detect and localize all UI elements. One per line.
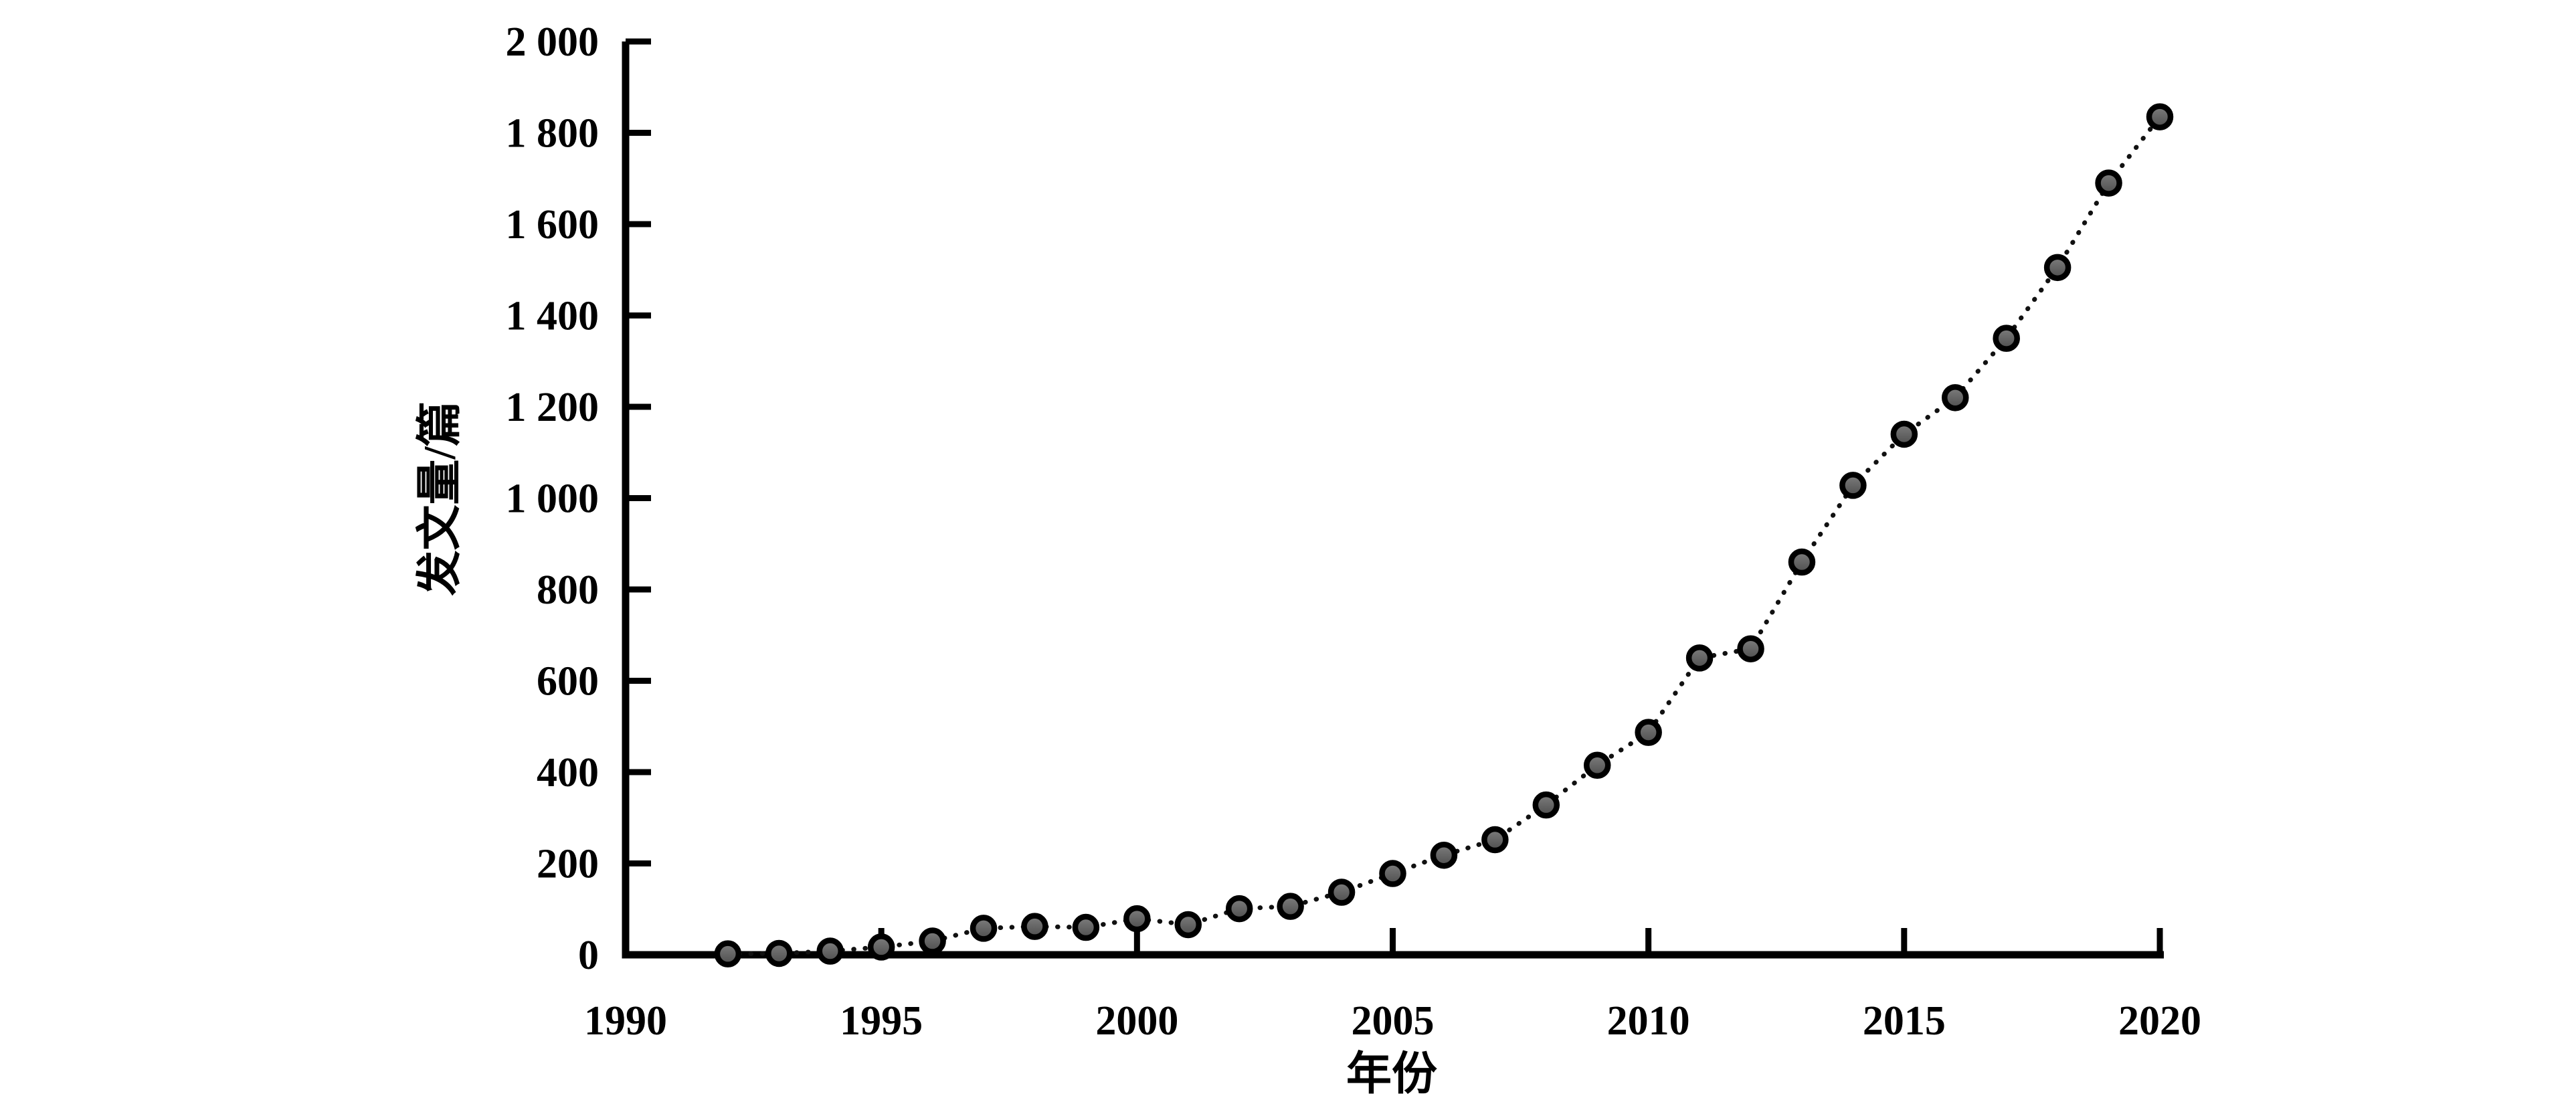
y-tick-label: 0 <box>578 933 599 978</box>
y-tick-label: 200 <box>537 842 599 887</box>
data-point-1995 <box>867 933 895 961</box>
data-point-2017 <box>1993 325 2020 352</box>
x-tick-label: 2020 <box>2118 998 2201 1044</box>
x-tick-label: 2015 <box>1863 998 1946 1044</box>
data-point-2019 <box>2095 169 2122 197</box>
data-point-2006 <box>1430 841 1458 869</box>
data-point-1992 <box>714 940 742 967</box>
x-tick-label: 2005 <box>1352 998 1435 1044</box>
data-point-2013 <box>1788 548 1816 576</box>
data-point-2011 <box>1685 644 1714 672</box>
data-point-2016 <box>1942 384 1969 411</box>
y-tick-label: 1 000 <box>506 476 600 522</box>
data-point-1999 <box>1072 913 1100 941</box>
data-point-2010 <box>1635 719 1662 746</box>
y-tick-label: 800 <box>537 567 599 613</box>
y-tick-label: 1 200 <box>506 385 600 430</box>
data-point-2001 <box>1174 911 1202 939</box>
y-tick-label: 1 400 <box>506 294 600 339</box>
data-point-2018 <box>2043 254 2072 282</box>
data-point-1997 <box>970 915 998 942</box>
y-tick-label: 600 <box>537 659 599 705</box>
data-point-2015 <box>1890 420 1918 448</box>
x-axis-title: 年份 <box>1346 1048 1437 1099</box>
data-point-1996 <box>919 927 946 955</box>
data-point-2002 <box>1225 895 1253 923</box>
x-tick-label: 2000 <box>1095 998 1178 1044</box>
y-tick-label: 1 600 <box>506 202 600 248</box>
data-point-2005 <box>1379 860 1406 887</box>
data-point-2012 <box>1737 635 1764 662</box>
data-point-2007 <box>1481 826 1509 854</box>
trend-dotted-line <box>725 114 2163 957</box>
data-point-2000 <box>1123 905 1151 933</box>
data-point-2014 <box>1839 472 1867 499</box>
y-tick-label: 400 <box>537 750 599 796</box>
x-tick-label: 2010 <box>1607 998 1690 1044</box>
data-point-2004 <box>1327 878 1356 906</box>
data-point-2008 <box>1532 791 1560 819</box>
x-tick-label: 1990 <box>584 998 667 1044</box>
x-tick-label: 1995 <box>840 998 923 1044</box>
data-point-1998 <box>1021 913 1048 940</box>
y-tick-label: 2 000 <box>506 19 600 65</box>
data-point-2003 <box>1277 893 1304 920</box>
data-point-2020 <box>2146 103 2174 130</box>
data-series <box>714 103 2174 967</box>
y-tick-label: 1 800 <box>506 111 600 157</box>
y-axis-title: 发文量/篇 <box>414 401 465 596</box>
data-point-1993 <box>765 939 793 967</box>
data-point-2009 <box>1583 751 1611 779</box>
data-point-1994 <box>816 937 844 965</box>
